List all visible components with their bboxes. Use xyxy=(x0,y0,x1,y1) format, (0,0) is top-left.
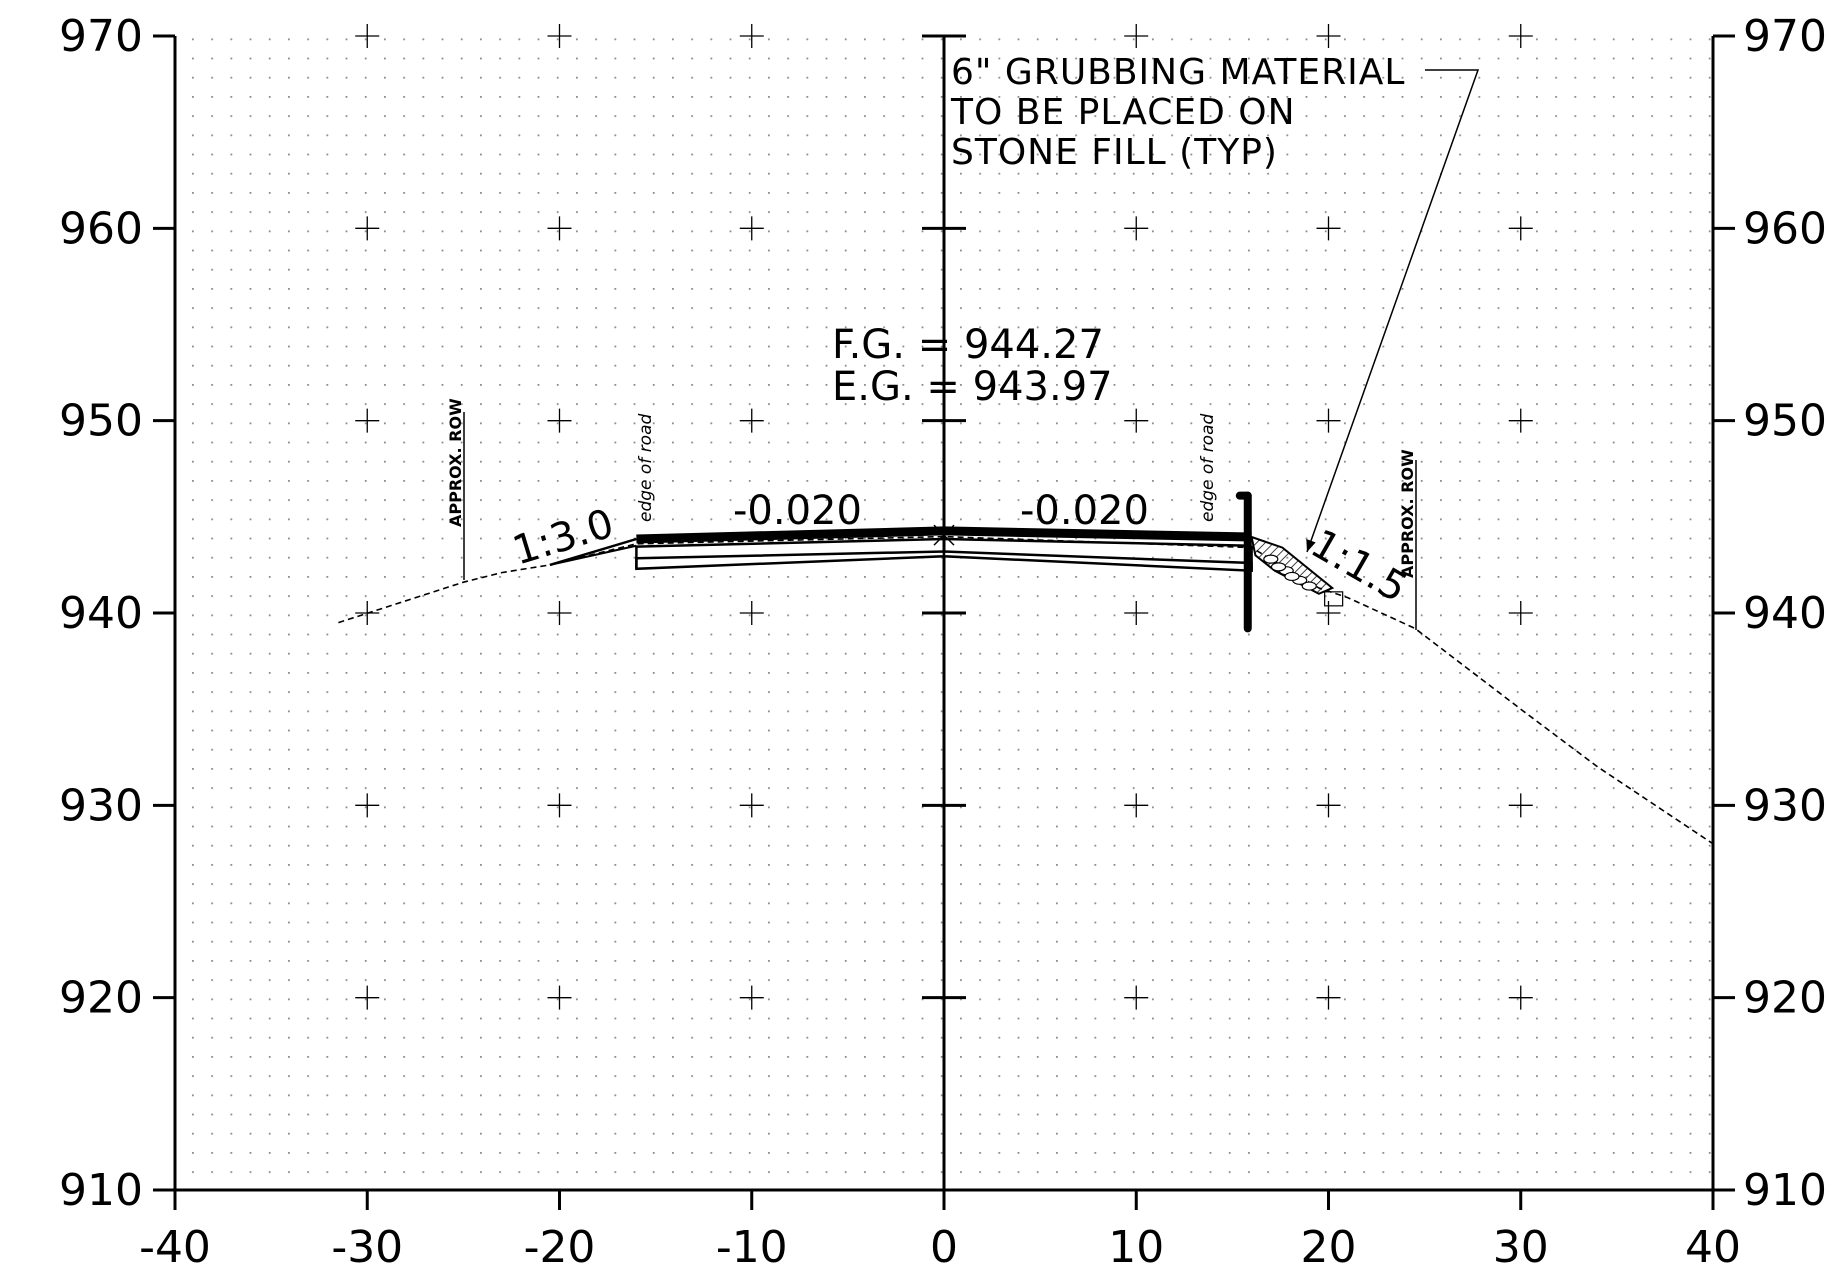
stone-fill-stone xyxy=(1270,562,1287,572)
x-tick-label: 30 xyxy=(1493,1222,1549,1264)
grid-cross xyxy=(1508,408,1533,433)
y-tick-label-right: 920 xyxy=(1743,973,1827,1024)
grid-cross xyxy=(739,793,764,818)
y-tick-label-left: 970 xyxy=(59,11,143,62)
grid-cross xyxy=(1124,793,1149,818)
grid-cross xyxy=(1316,408,1341,433)
grid-cross xyxy=(1316,793,1341,818)
row-right-label: APPROX. ROW xyxy=(1398,449,1417,578)
grid-cross xyxy=(547,793,572,818)
grid-cross xyxy=(1316,985,1341,1010)
row-left-label: APPROX. ROW xyxy=(446,398,465,527)
note-leader-line xyxy=(1306,69,1480,553)
grid-cross xyxy=(547,408,572,433)
slope-toe-box xyxy=(1324,591,1344,607)
grid-cross xyxy=(1508,24,1533,48)
edge-of-road-left-label: edge of road xyxy=(636,413,656,522)
grid-cross xyxy=(1508,601,1533,625)
grid-cross xyxy=(547,216,572,241)
grid-cross xyxy=(355,408,380,433)
y-tick-label-left: 950 xyxy=(59,396,143,447)
grid-cross xyxy=(547,985,572,1010)
left-fill-slope xyxy=(549,537,637,567)
stone-fill-stone xyxy=(1301,581,1317,591)
x-tick-label: 10 xyxy=(1108,1222,1164,1264)
grid-crosses xyxy=(355,24,1533,1010)
y-tick-label-left: 920 xyxy=(59,973,143,1024)
x-tick-label: 40 xyxy=(1685,1222,1741,1264)
ticks xyxy=(153,34,1735,1210)
centerline-marker xyxy=(933,524,955,546)
stone-fill-stone xyxy=(1284,571,1300,582)
x-tick-label: -40 xyxy=(139,1222,211,1264)
grid-cross xyxy=(355,24,380,48)
grid-cross xyxy=(1124,216,1149,241)
grid-cross xyxy=(1508,216,1533,241)
finished-grade-label: F.G. = 944.27 xyxy=(832,322,1104,368)
grid-cross xyxy=(739,216,764,241)
left-fill-slope-inner xyxy=(549,544,637,566)
y-tick-label-right: 910 xyxy=(1743,1165,1827,1216)
y-tick-label-right: 960 xyxy=(1743,203,1827,254)
grid-cross xyxy=(1316,24,1341,48)
y-tick-label-right: 930 xyxy=(1743,780,1827,831)
grid-cross xyxy=(1124,601,1149,625)
grid-cross xyxy=(1124,985,1149,1010)
grid-cross xyxy=(547,601,572,625)
stone-fill-slope xyxy=(1250,535,1335,595)
edge-of-road-right-label: edge of road xyxy=(1198,413,1218,522)
pavement-surface xyxy=(636,526,1252,544)
y-tick-label-left: 940 xyxy=(59,588,143,639)
tick-labels: 910 910 920 920 930 930 940 940 950 950 960 960 970 9… xyxy=(59,11,1827,1269)
cross-slope-right-label: -0.020 xyxy=(1020,488,1149,534)
x-tick-label: 0 xyxy=(930,1222,958,1264)
x-tick-label: 20 xyxy=(1301,1222,1357,1264)
y-tick-label-left: 960 xyxy=(59,203,143,254)
x-tick-label: -30 xyxy=(331,1222,403,1264)
grid-cross xyxy=(1124,24,1149,48)
grid-cross xyxy=(739,985,764,1010)
grid-cross xyxy=(739,24,764,48)
y-tick-label-right: 950 xyxy=(1743,396,1827,447)
grid-cross xyxy=(1508,793,1533,818)
grid-cross xyxy=(547,24,572,48)
grid-cross xyxy=(739,601,764,625)
stone-fill-stone xyxy=(1263,554,1279,564)
grid-cross xyxy=(1124,408,1149,433)
note-line-1: 6" GRUBBING MATERIAL xyxy=(951,52,1405,93)
grid-cross xyxy=(355,793,380,818)
road-section xyxy=(549,491,1344,633)
y-tick-label-left: 910 xyxy=(59,1165,143,1216)
grid-cross xyxy=(355,216,380,241)
existing-grade-label: E.G. = 943.97 xyxy=(832,364,1113,410)
grid-cross xyxy=(739,408,764,433)
cross-slope-left-label: -0.020 xyxy=(733,488,862,534)
note-line-3: STONE FILL (TYP) xyxy=(951,132,1278,173)
grid-cross xyxy=(1316,216,1341,241)
y-tick-label-right: 940 xyxy=(1743,588,1827,639)
note-line-2: TO BE PLACED ON xyxy=(950,92,1296,133)
x-tick-label: -20 xyxy=(524,1222,596,1264)
grid-cross xyxy=(1508,985,1533,1010)
pavement-bottom xyxy=(636,537,1252,548)
grid-cross xyxy=(355,985,380,1010)
y-tick-label-right: 970 xyxy=(1743,11,1827,62)
x-tick-label: -10 xyxy=(716,1222,788,1264)
grid-cross xyxy=(1316,601,1341,625)
axes xyxy=(173,36,1715,1200)
y-tick-label-left: 930 xyxy=(59,780,143,831)
